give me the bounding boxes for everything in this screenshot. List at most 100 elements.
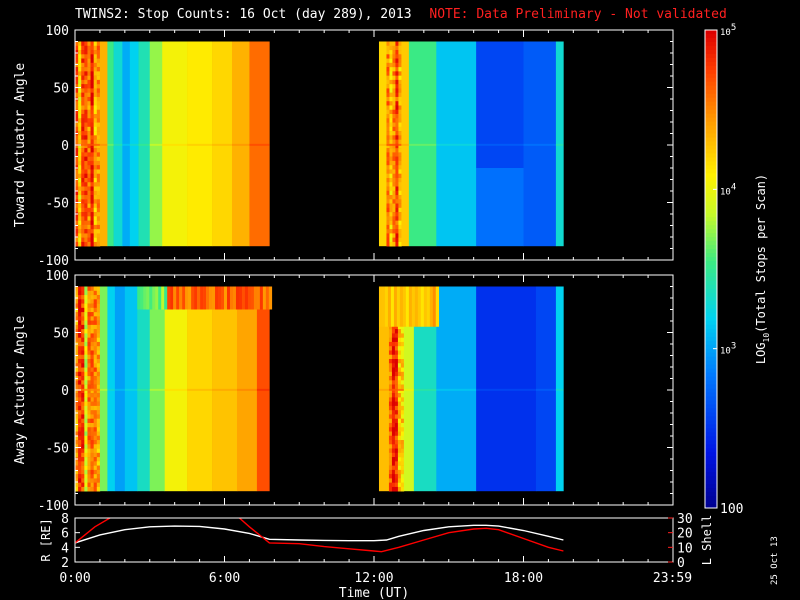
heatmap-cell [84,182,88,187]
heatmap-cell [81,105,85,111]
heatmap-band-cell [221,286,225,310]
heatmap-cell [81,101,85,106]
heatmap-band-cell [393,286,398,327]
colorbar-cell [705,117,717,123]
heatmap-cell [84,337,88,343]
colorbar-cell [705,81,717,87]
heatmap-cell [394,482,399,488]
colorbar-label-part: (Total Stops per Scan) [754,174,768,333]
heatmap-cell [75,405,79,411]
heatmap-cell [96,152,101,157]
heatmap-cell [87,320,91,326]
colorbar-cell [705,392,717,397]
heatmap-cell [394,410,399,415]
heatmap-cell [386,220,390,226]
heatmap-panel-top [74,29,674,261]
colorbar-cell [705,157,717,162]
heatmap-cell [90,469,94,475]
heatmap-cell [398,75,402,81]
heatmap-cell [93,427,98,432]
heatmap-cell [389,41,393,47]
heatmap-cell [391,469,396,475]
heatmap-cell [81,457,85,462]
heatmap-cell [386,195,390,200]
heatmap-cell [392,92,396,98]
heatmap-cell [398,203,402,209]
heatmap-cell [87,410,91,415]
heatmap-cell [389,160,393,166]
heatmap-cell [84,474,88,479]
heatmap-cell [75,435,79,441]
colorbar-cell [705,456,717,461]
heatmap-cell [391,452,396,458]
heatmap-cell [87,143,91,149]
heatmap-cell [84,131,88,136]
heatmap-cell [84,286,88,292]
heatmap-cell [400,440,405,445]
heatmap-cell [397,452,402,458]
heatmap-cell [96,139,101,145]
colorbar-cell [705,101,717,107]
heatmap-cell [93,295,98,300]
heatmap-band-cell [429,286,434,327]
heatmap-band-cell [140,286,144,310]
heatmap-cell [400,388,405,394]
heatmap-cell [87,58,91,64]
heatmap-cell [90,329,94,334]
heatmap-cell [84,320,88,326]
heatmap-cell [389,152,393,157]
heatmap-cell [395,45,399,51]
heatmap-cell [90,173,94,179]
heatmap-cell [391,367,396,373]
r-distance-line [75,524,564,544]
colorbar-cell [705,356,717,362]
chart-title: TWINS2: Stop Counts: 16 Oct (day 289), 2… [75,7,727,22]
heatmap-cell [81,207,85,213]
heatmap-cell [84,329,88,334]
heatmap-cell [386,131,390,136]
heatmap-cell [400,397,405,402]
colorbar-cell [705,396,717,401]
heatmap-cell [386,224,390,230]
heatmap-cell [81,241,85,247]
heatmap-cell [75,152,79,157]
heatmap-cell [81,118,85,123]
heatmap-cell [93,350,98,356]
heatmap-cell [75,286,79,292]
heatmap-cell [87,363,91,368]
heatmap-cell [75,329,79,334]
heatmap-cell [87,165,91,170]
heatmap-cell [81,177,85,183]
heatmap-cell [96,312,101,317]
heatmap-cell [397,486,402,492]
heatmap-cell [391,358,396,364]
colorbar-frame [704,29,718,509]
heatmap-cell [96,131,101,136]
heatmap-cell [389,50,393,55]
heatmap-cell [84,41,88,47]
heatmap-cell [93,101,98,106]
heatmap-cell [392,45,396,51]
heatmap-cell [96,457,101,462]
heatmap-cell [96,203,101,209]
heatmap-cell [392,212,396,217]
heatmap-cell [386,58,390,64]
heatmap-cell [392,177,396,183]
heatmap-cell [90,92,94,98]
heatmap-cell [81,461,85,466]
heatmap-cell [87,418,91,424]
heatmap-cell [84,367,88,373]
heatmap-cell [81,290,85,296]
colorbar-cell [705,452,717,457]
heatmap-cell [90,303,94,309]
heatmap-cell [395,182,399,187]
y-axis-label-left: R [RE] [39,518,53,561]
heatmap-cell [90,324,94,330]
colorbar-cell [705,404,717,409]
heatmap-cell [87,118,91,123]
heatmap-cell [395,96,399,102]
heatmap-cell [87,212,91,217]
heatmap-zero-stripe [236,388,257,391]
heatmap-cell [81,160,85,166]
heatmap-cell [93,58,98,64]
